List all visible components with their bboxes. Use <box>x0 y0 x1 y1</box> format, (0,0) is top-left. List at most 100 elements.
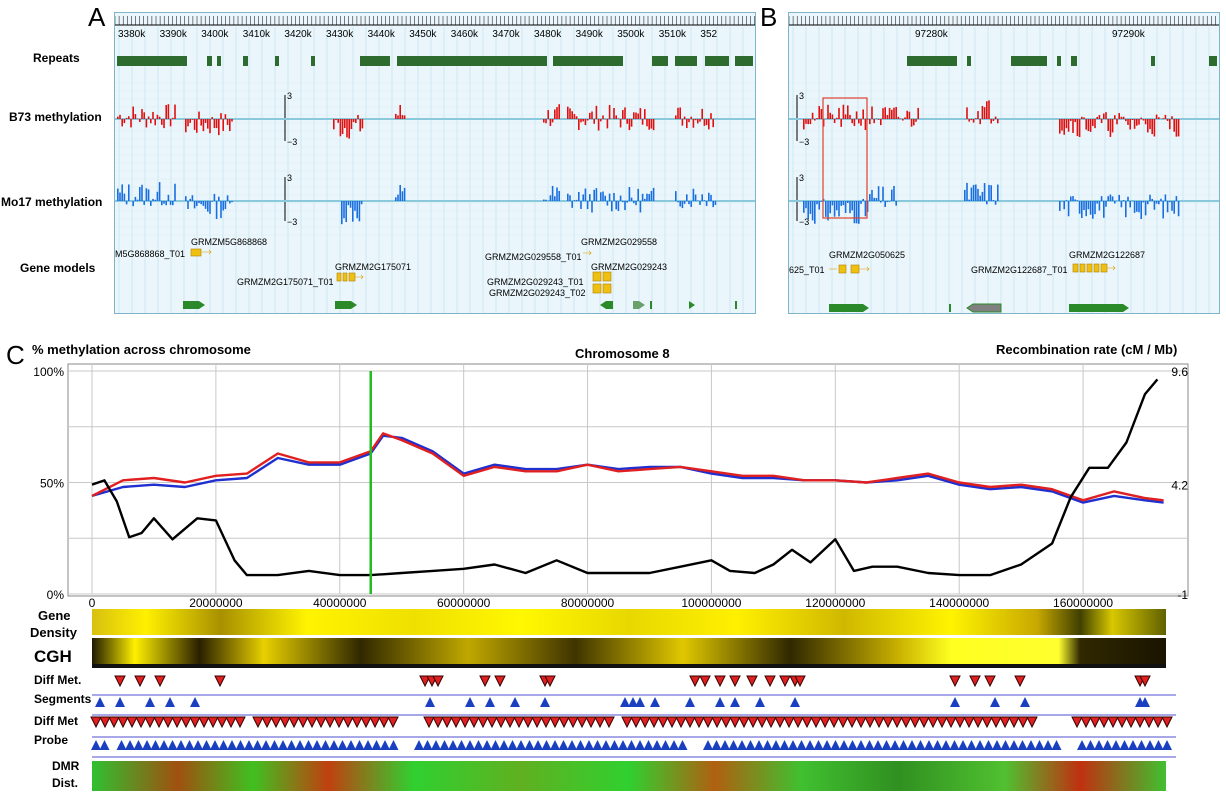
methylation-bar <box>397 115 399 119</box>
down-triangle <box>531 716 543 729</box>
down-triangle <box>1125 716 1137 729</box>
methylation-bar <box>891 109 893 119</box>
down-triangle <box>738 716 750 729</box>
down-triangle <box>794 675 806 688</box>
down-triangle <box>558 716 570 729</box>
up-triangle <box>652 740 662 750</box>
down-triangle <box>828 716 840 729</box>
genome-browser-b[interactable]: 97280k 97290k 3 −3 3 −3 625_T01 GRMZM2G0… <box>788 12 1220 314</box>
methylation-bar <box>997 119 999 124</box>
up-triangle <box>715 697 725 707</box>
methylation-bar <box>593 189 595 201</box>
down-triangle <box>504 716 516 729</box>
x-tick-label: 80000000 <box>561 596 615 610</box>
methylation-bar <box>1140 117 1142 119</box>
down-triangle <box>702 716 714 729</box>
up-triangle <box>788 740 798 750</box>
up-triangle <box>864 740 875 750</box>
browser-a-scale-mo17: 3 −3 <box>284 173 297 227</box>
methylation-bar <box>809 201 812 214</box>
down-triangle <box>945 716 957 729</box>
x-tick-label: 120000000 <box>805 596 865 610</box>
down-triangle <box>315 716 327 729</box>
methylation-bar <box>712 201 714 208</box>
methylation-bar <box>990 119 992 124</box>
down-triangle <box>984 675 996 688</box>
methylation-bar <box>652 187 655 201</box>
methylation-bar <box>814 119 816 121</box>
up-triangle <box>1043 740 1053 750</box>
methylation-bar <box>977 188 979 201</box>
methylation-bar <box>836 201 838 211</box>
gene-density-heatmap <box>92 609 1166 635</box>
down-triangle <box>468 716 480 729</box>
methylation-bar <box>1067 119 1070 132</box>
methylation-bar <box>630 197 633 201</box>
methylation-bar <box>134 114 137 119</box>
up-triangle <box>524 740 535 750</box>
down-triangle <box>873 716 885 729</box>
methylation-bar <box>1158 117 1160 119</box>
methylation-bar <box>694 194 697 201</box>
methylation-bar <box>549 119 552 126</box>
methylation-bar <box>202 201 205 206</box>
methylation-bar <box>147 189 150 201</box>
methylation-bar <box>983 183 986 201</box>
down-triangle <box>792 716 804 729</box>
methylation-bar <box>994 116 997 119</box>
methylation-bar <box>333 119 335 130</box>
methylation-bar <box>154 199 156 201</box>
methylation-bar <box>619 195 622 201</box>
down-triangle <box>949 675 961 688</box>
methylation-bar <box>591 111 593 119</box>
up-triangle <box>635 740 645 750</box>
methylation-bar <box>1138 201 1140 213</box>
methylation-bar <box>648 194 650 201</box>
series-lines <box>91 371 1164 594</box>
down-triangle <box>154 675 166 688</box>
methylation-bar <box>637 188 639 201</box>
up-triangle <box>924 740 934 750</box>
svg-text:Density: Density <box>30 625 78 640</box>
methylation-bar <box>970 187 973 201</box>
methylation-bar <box>348 119 350 139</box>
up-triangle <box>685 697 695 707</box>
plot-frame <box>67 363 1189 597</box>
up-triangle <box>465 697 475 707</box>
methylation-bar <box>582 119 584 122</box>
methylation-bar <box>650 190 653 201</box>
methylation-bar <box>683 201 686 204</box>
methylation-bar <box>849 201 851 214</box>
methylation-bar <box>161 201 163 206</box>
methylation-bar <box>688 119 690 123</box>
up-triangle <box>159 740 169 750</box>
down-triangle <box>297 716 309 729</box>
methylation-bar <box>858 119 860 124</box>
down-triangle <box>969 675 981 688</box>
methylation-bar <box>1087 119 1090 132</box>
genome-browser-a[interactable]: 3380k 3390k 3400k 3410k 3420k 3430k 3440k 3450k… <box>114 12 756 314</box>
methylation-bar <box>831 114 834 119</box>
highlight-box <box>822 97 868 219</box>
methylation-bar <box>908 111 911 119</box>
methylation-bar <box>1072 196 1074 201</box>
methylation-bar <box>979 195 981 201</box>
methylation-bar <box>1089 201 1092 215</box>
up-triangle <box>618 740 628 750</box>
methylation-bar <box>880 119 882 126</box>
methylation-bar <box>633 201 635 204</box>
browser-a-canvas: 3380k 3390k 3400k 3410k 3420k 3430k 3440k 3450k… <box>115 16 755 313</box>
series-line-0 <box>91 434 1164 504</box>
methylation-bar <box>608 104 611 119</box>
up-triangle <box>550 740 560 750</box>
methylation-bar <box>825 201 827 217</box>
methylation-bar <box>986 101 988 119</box>
down-triangle <box>774 716 786 729</box>
down-triangle <box>1017 716 1029 729</box>
up-triangle <box>269 740 280 750</box>
methylation-bar <box>893 107 895 119</box>
browser-a-gene-models-bottom <box>183 301 737 309</box>
ruler-tick: 3450k <box>409 29 437 40</box>
methylation-bar <box>1149 119 1151 130</box>
methylation-bar <box>395 197 397 201</box>
